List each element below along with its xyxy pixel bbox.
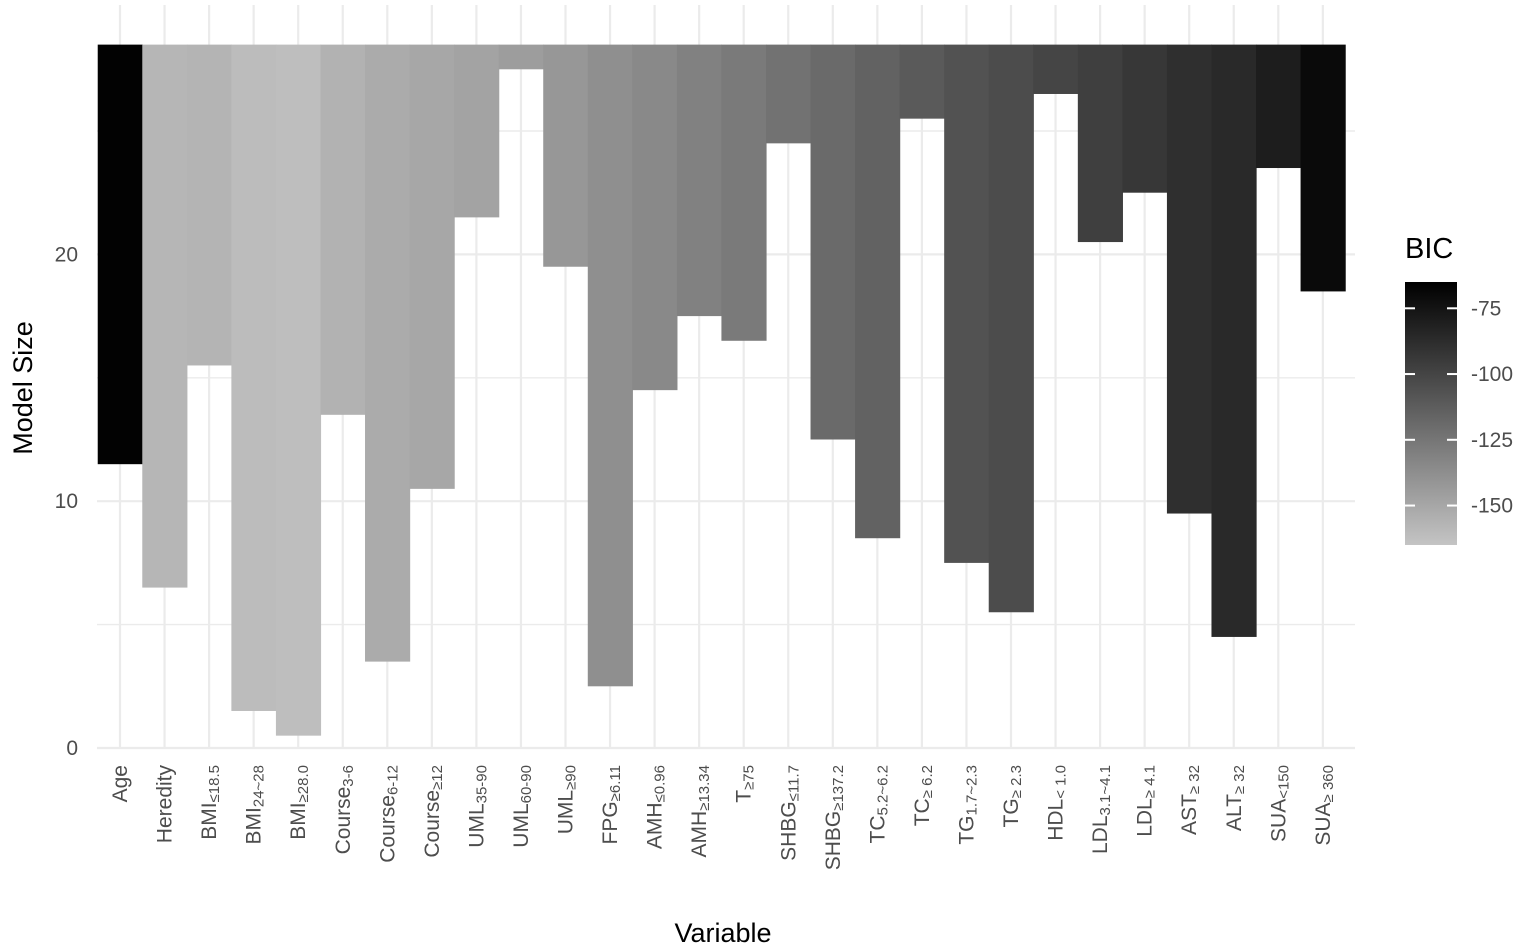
x-tick-label: Heredity [154,765,177,844]
heatmap-cell [632,44,678,391]
y-tick-label: 20 [55,243,78,266]
bic-legend: BIC -75 -100 -125 -150 [1405,233,1513,545]
x-tick-label: SHBG≤11.7 [777,765,802,861]
heatmap-cell [1033,44,1079,94]
legend-colorbar [1405,282,1457,545]
x-tick-label: TG≥ 2.3 [1000,765,1025,827]
heatmap-cell [855,44,901,539]
y-tick-label: 10 [55,490,78,513]
legend-tick-label: -100 [1471,363,1513,386]
heatmap-cell [988,44,1034,613]
x-tick-label: Course6-12 [376,765,401,863]
x-tick-label: Course3-6 [332,765,357,854]
heatmap-cell [543,44,589,267]
heatmap-cell [454,44,500,218]
x-tick-label: LDL≥ 4.1 [1134,765,1159,837]
x-tick-label: UML≥90 [555,765,580,834]
x-axis-title: Variable [674,918,771,948]
heatmap-cell [721,44,767,341]
heatmap-cell [498,44,544,70]
x-tick-label: BMI≤18.5 [198,765,223,840]
x-tick-label: TC≥ 6.2 [911,765,936,826]
x-tick-label: TC5.2~6.2 [866,765,891,843]
heatmap-cell [409,44,455,489]
legend-title: BIC [1405,233,1453,265]
x-tick-label: UML35-90 [465,765,490,848]
x-tick-label: Course≥12 [421,765,446,858]
x-tick-label: LDL3.1~4.1 [1089,765,1114,854]
x-tick-label: AMH≤0.96 [644,765,669,849]
legend-tick-label: -75 [1471,297,1501,320]
heatmap-cell [97,44,143,465]
x-tick-label: SUA<150 [1267,765,1292,842]
heatmap-cell [186,44,232,366]
heatmap-cell [320,44,366,415]
heatmap-cell [365,44,411,662]
heatmap-cell [765,44,812,144]
heatmap-cell [275,44,322,736]
heatmap-cell [142,44,188,588]
x-tick-label: SHBG≥137.2 [822,765,847,870]
legend-ticks: -75 -100 -125 -150 [1405,297,1513,518]
heatmap-cell [1256,44,1302,169]
x-tick-label: T≥75 [733,765,758,803]
heatmap-cell [1166,44,1213,514]
x-axis-ticks: Age Heredity BMI≤18.5 BMI24~28 BMI≥28.0 Cours… [109,765,1337,871]
x-tick-label: AST≥ 32 [1178,765,1203,835]
heatmap-cell [231,44,277,711]
x-tick-label: AMH≥13.34 [688,765,713,857]
x-tick-label: HDL< 1.0 [1045,765,1070,841]
heatmap-cell [1211,44,1257,637]
y-axis-ticks: 0 10 20 [55,243,78,760]
y-tick-label: 0 [66,737,78,760]
heatmap-cell [1122,44,1168,193]
heatmap-cell [944,44,990,563]
x-tick-label: TG1.7~2.3 [955,765,980,845]
heatmap-cell [899,44,945,119]
heatmap-cell [676,44,723,317]
heatmap-cell [1300,44,1346,292]
heatmap-cell [587,44,633,687]
legend-tick-label: -150 [1471,495,1513,518]
heatmap-cell [810,44,856,440]
legend-tick-label: -125 [1471,429,1513,452]
x-tick-label: Age [109,765,132,802]
heatmap-cell [1077,44,1123,243]
x-tick-label: ALT≥ 32 [1223,765,1248,831]
x-tick-label: BMI≥28.0 [287,765,312,840]
x-tick-label: BMI24~28 [243,765,268,844]
x-tick-label: SUA≥ 360 [1312,765,1337,846]
x-tick-label: FPG≥6.11 [599,765,624,845]
x-tick-label: UML60-90 [510,765,535,848]
y-axis-title: Model Size [8,321,38,455]
plot-cells [97,44,1346,736]
